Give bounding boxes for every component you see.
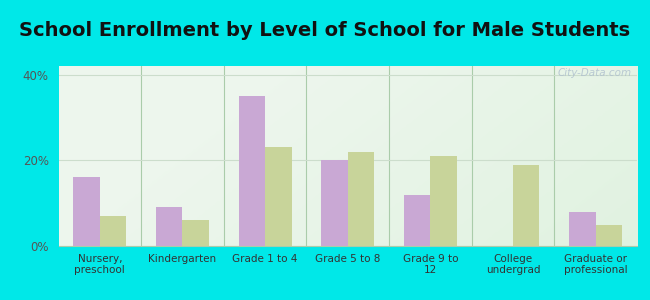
Text: City-Data.com: City-Data.com [557,68,631,78]
Bar [183,220,209,246]
Bar [348,152,374,246]
Bar [513,165,540,246]
Bar [239,96,265,246]
Bar [404,195,430,246]
Bar [321,160,348,246]
Bar [265,147,292,246]
Bar [595,225,622,246]
Bar [100,216,126,246]
Bar [73,177,100,246]
Text: School Enrollment by Level of School for Male Students: School Enrollment by Level of School for… [20,21,630,40]
Bar [430,156,457,246]
Bar [156,207,183,246]
Bar [569,212,595,246]
